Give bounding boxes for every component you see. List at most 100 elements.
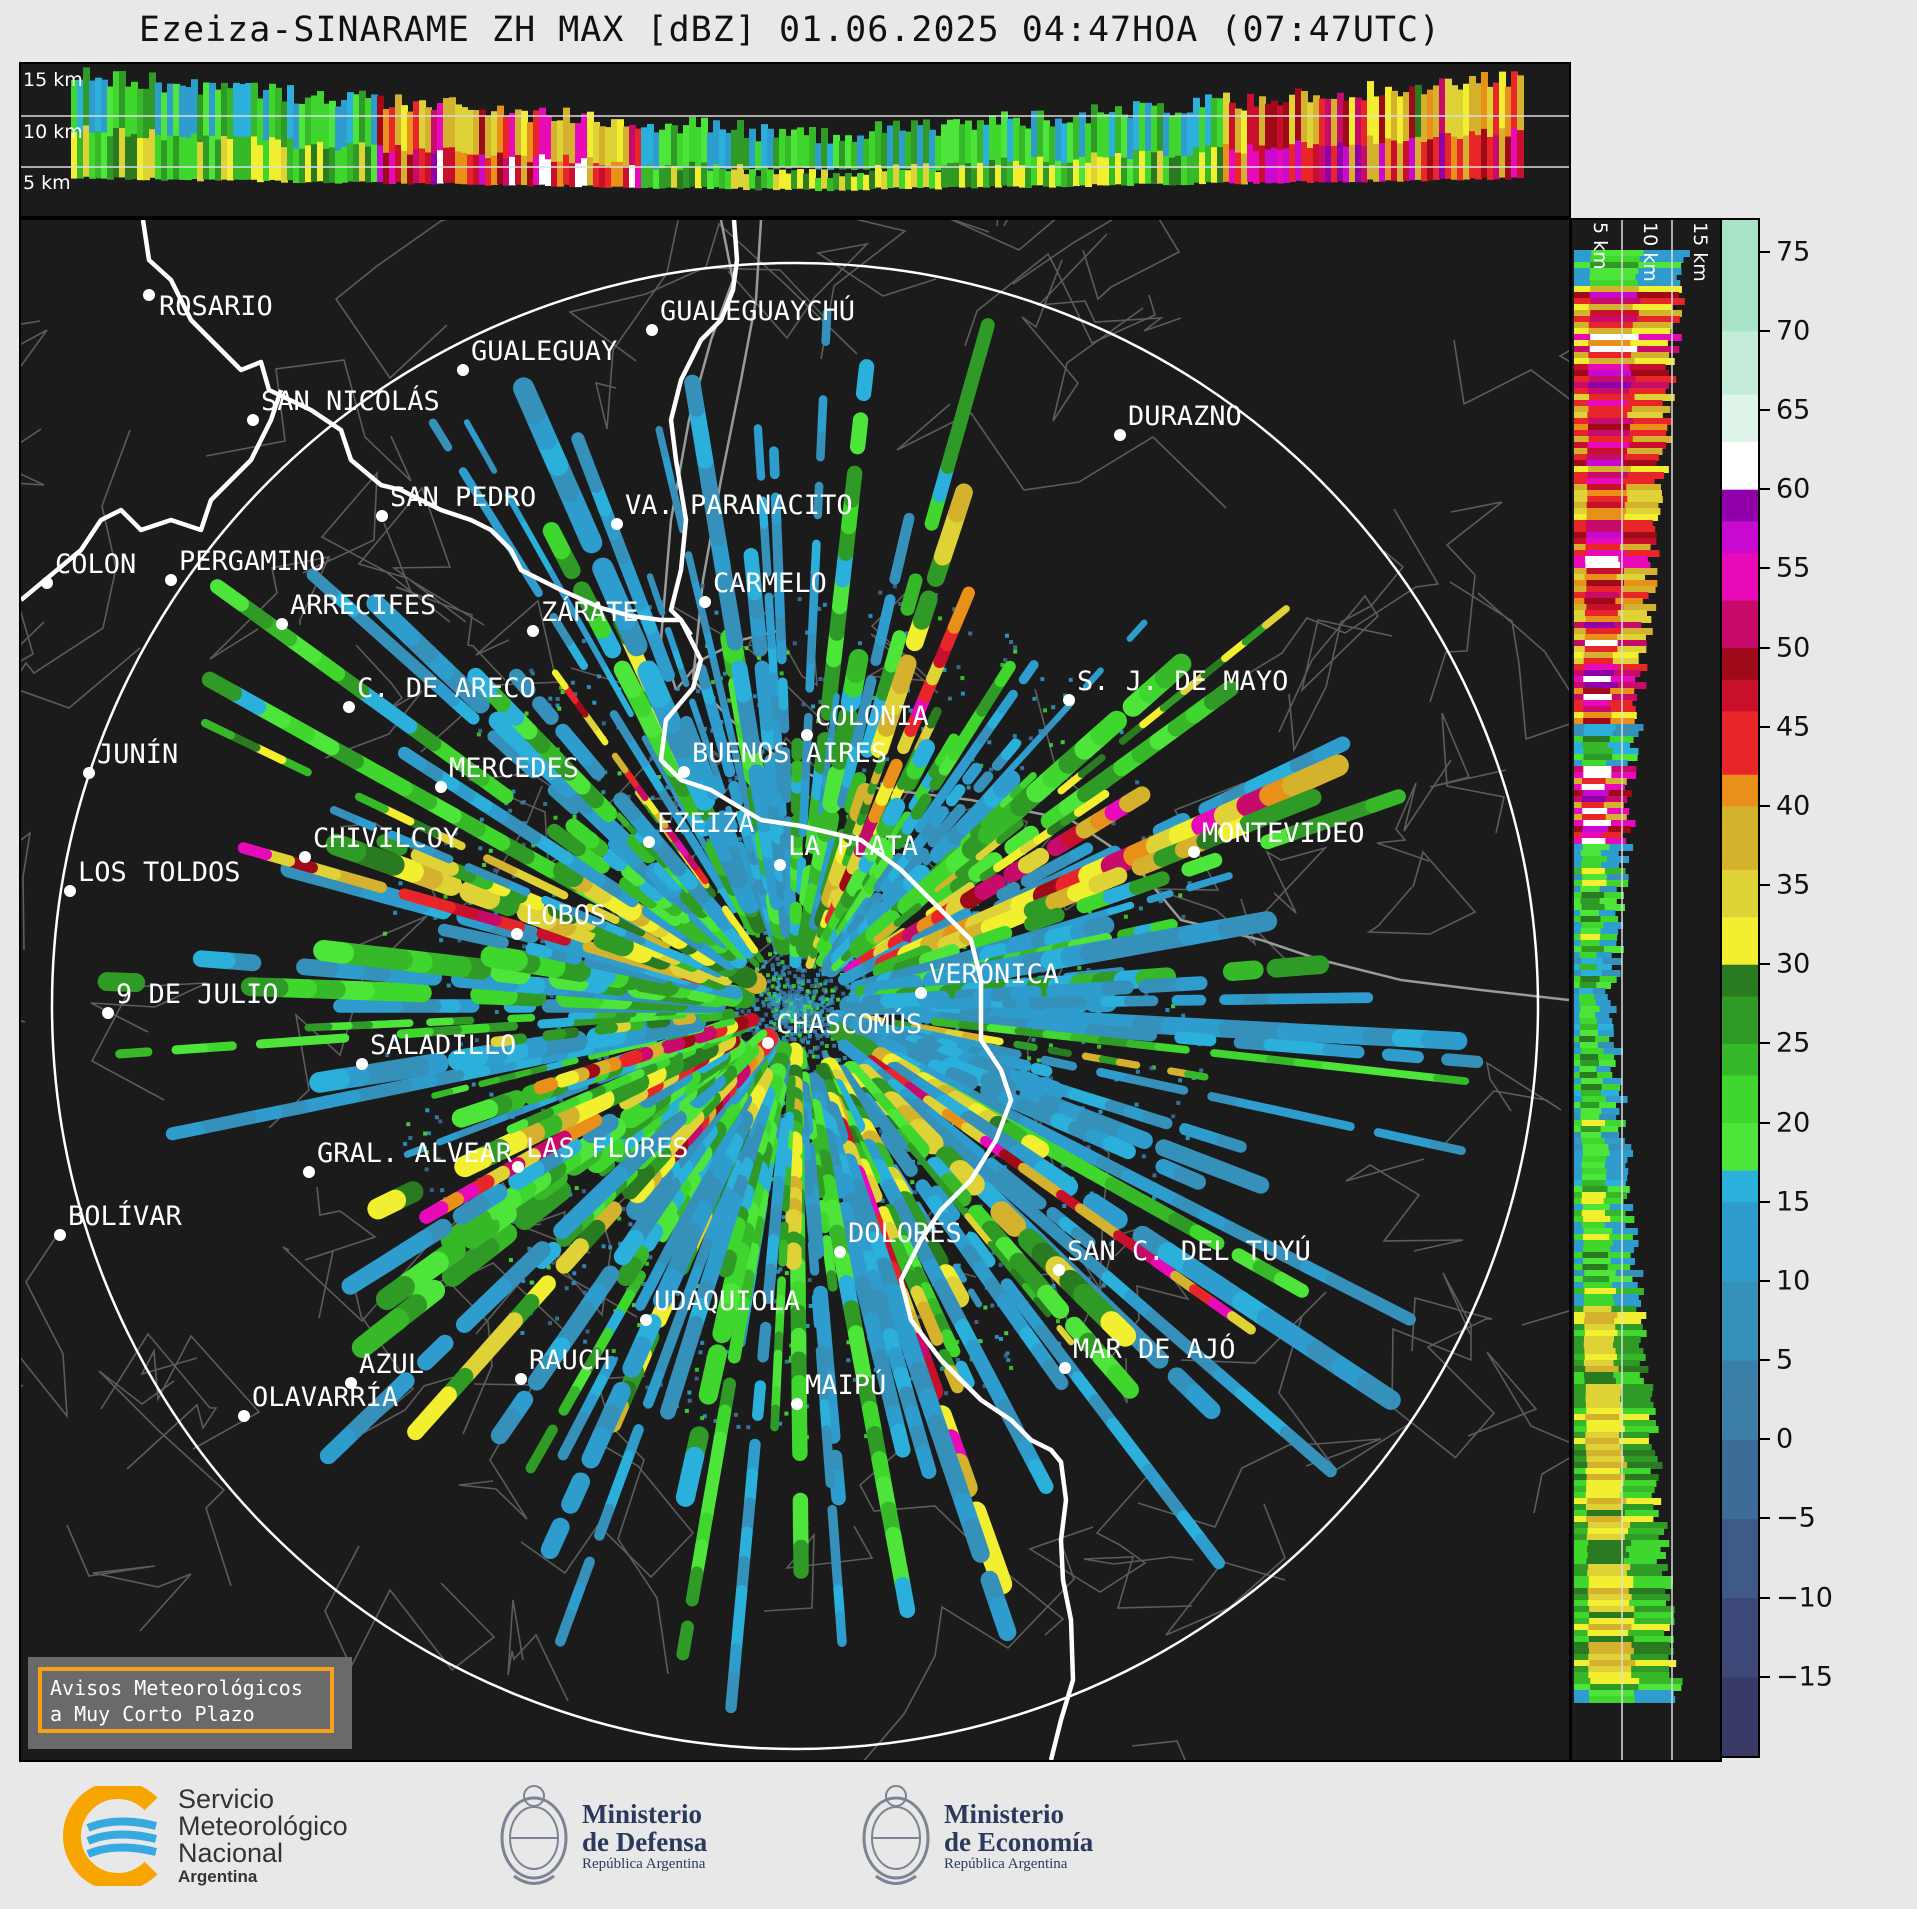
clutter-pixel [770, 963, 775, 968]
top-profile-column [1493, 82, 1500, 173]
top-profile-column [953, 119, 960, 168]
ray-segment [945, 1067, 979, 1091]
clutter-pixel [522, 821, 527, 826]
top-profile-core [899, 169, 906, 189]
top-profile-core [341, 147, 348, 183]
ray-segment [780, 1184, 791, 1212]
ray-segment [734, 1183, 755, 1212]
top-profile-column [491, 111, 498, 170]
clutter-pixel [750, 1024, 755, 1029]
ray-segment [1381, 1048, 1424, 1064]
clutter-pixel [706, 838, 711, 843]
ray-segment [1262, 1104, 1300, 1119]
ray-segment [835, 1610, 847, 1647]
top-profile-column [1115, 106, 1122, 169]
top-profile-column [401, 105, 408, 171]
clutter-pixel [779, 1010, 784, 1015]
top-profile-column [1379, 95, 1386, 173]
clutter-pixel [831, 988, 836, 993]
clutter-pixel [581, 639, 586, 643]
clutter-pixel [821, 987, 826, 992]
top-profile-core [905, 170, 912, 189]
ray-segment [1207, 1092, 1244, 1107]
top-profile-core [119, 127, 126, 178]
clutter-pixel [785, 1002, 790, 1007]
clutter-pixel [982, 1384, 987, 1389]
ray-segment [325, 833, 367, 863]
ray-segment [252, 743, 287, 765]
top-profile-core [1049, 165, 1056, 188]
clutter-pixel [811, 995, 816, 1000]
top-profile-core [599, 165, 606, 188]
ray-segment [387, 830, 415, 848]
ray-segment [1040, 1055, 1078, 1071]
clutter-pixel [603, 770, 608, 775]
clutter-pixel [802, 1012, 807, 1016]
clutter-pixel [818, 996, 823, 1001]
ray-segment [454, 1147, 493, 1178]
top-profile-column [455, 104, 462, 170]
clutter-pixel [812, 992, 817, 997]
ray-segment [536, 927, 571, 946]
clutter-pixel [737, 837, 742, 842]
clutter-pixel [820, 997, 825, 1002]
clutter-pixel [733, 1412, 738, 1417]
clutter-pixel [768, 995, 773, 1000]
top-profile-column [251, 82, 258, 170]
ray-segment [201, 718, 235, 740]
clutter-pixel [511, 789, 516, 794]
top-profile-column [1007, 118, 1014, 169]
top-profile-column [71, 79, 78, 173]
top-profile-core [1169, 157, 1176, 186]
clutter-pixel [597, 674, 601, 679]
clutter-pixel [725, 1349, 730, 1354]
clutter-pixel [782, 1036, 786, 1040]
ray-segment [542, 522, 571, 560]
ray-segment [655, 425, 669, 459]
ray-segment [982, 1549, 1013, 1595]
clutter-pixel [770, 1007, 775, 1012]
top-profile-column [359, 90, 366, 169]
clutter-pixel [787, 1009, 792, 1014]
clutter-pixel [790, 995, 795, 1000]
top-profile-core [1463, 135, 1470, 180]
clutter-pixel [553, 815, 558, 820]
ray-segment [1318, 1116, 1355, 1131]
boundary-line [1288, 550, 1405, 753]
ray-segment [431, 829, 466, 851]
ray-segment [278, 755, 312, 777]
clutter-pixel [770, 1027, 775, 1031]
ray-segment [488, 711, 525, 747]
top-profile-column [497, 105, 504, 169]
clutter-pixel [1004, 1331, 1009, 1336]
clutter-pixel [792, 1002, 797, 1006]
radar-map[interactable]: ROSARIO GUALEGUAYCHÚ GUALEGUAY SAN NICOLÁS D… [19, 218, 1571, 1762]
clutter-pixel [601, 1244, 606, 1249]
boundary-line [302, 470, 451, 623]
clutter-pixel [817, 606, 822, 611]
top-profile-column [1475, 83, 1482, 172]
clutter-pixel [1061, 1163, 1066, 1168]
clutter-pixel [488, 848, 493, 853]
boundary-line [1376, 759, 1452, 862]
ray-segment [689, 1072, 726, 1109]
clutter-pixel [1176, 1100, 1181, 1105]
ray-segment [554, 1609, 576, 1647]
clutter-pixel [557, 706, 562, 711]
top-profile-core [347, 142, 354, 182]
clutter-pixel [811, 704, 815, 709]
clutter-pixel [862, 768, 867, 773]
clutter-pixel [617, 771, 622, 776]
ray-segment [1173, 1166, 1207, 1190]
clutter-pixel [755, 1025, 760, 1030]
ray-segment [1056, 1325, 1075, 1346]
clutter-pixel [398, 881, 403, 886]
top-profile-core [707, 170, 714, 190]
top-profile-column [1079, 112, 1086, 170]
clutter-pixel [1000, 977, 1005, 982]
clutter-pixel [999, 1336, 1003, 1341]
clutter-pixel [555, 1316, 560, 1321]
clutter-pixel [786, 1031, 791, 1036]
clutter-pixel [453, 831, 458, 836]
ray-segment [894, 1577, 916, 1618]
